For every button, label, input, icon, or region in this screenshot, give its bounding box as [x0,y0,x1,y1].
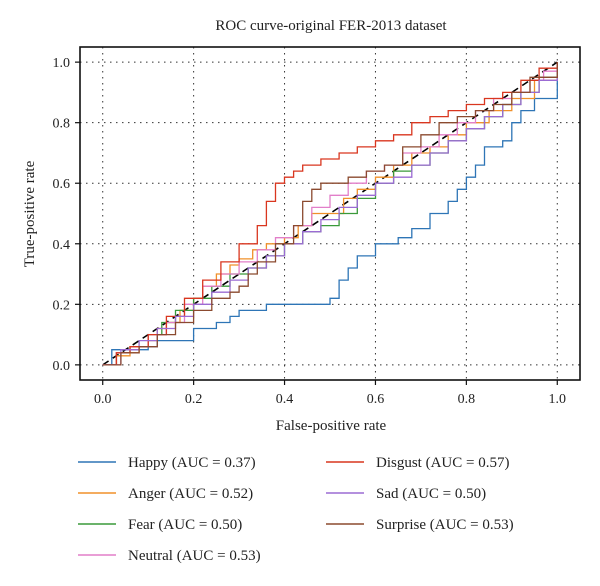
x-tick-label: 1.0 [549,392,567,407]
y-tick-label: 0.2 [53,298,71,313]
legend-label-happy: Happy (AUC = 0.37) [128,455,256,471]
series-line-anger [102,62,558,366]
x-tick-label: 0.0 [94,392,112,407]
legend-label-anger: Anger (AUC = 0.52) [128,486,253,502]
y-axis-label: True-positive rate [22,160,38,267]
x-tick-label: 0.2 [185,392,203,407]
x-tick-label: 0.8 [458,392,476,407]
series-line-disgust [102,62,558,366]
y-tick-label: 0.6 [53,177,71,192]
series-line-happy [102,68,558,366]
plot-frame [79,46,581,381]
grid [80,47,580,380]
series-line-sad [102,68,558,366]
y-tick-label: 0.4 [53,238,71,253]
y-tick-label: 0.8 [53,117,71,132]
y-tick-label: 1.0 [53,56,71,71]
chart-title: ROC curve-original FER-2013 dataset [215,18,447,34]
legend-label-surprise: Surprise (AUC = 0.53) [376,517,514,533]
x-tick-label: 0.4 [276,392,294,407]
legend-label-neutral: Neutral (AUC = 0.53) [128,548,261,564]
axis-ticks: 0.0 0.2 0.4 0.6 0.8 1.0 0.0 0.2 0.4 0.6 0.8 1.0 [53,56,567,407]
series-line-surprise [102,62,558,366]
legend-label-sad: Sad (AUC = 0.50) [376,486,486,502]
legend-label-disgust: Disgust (AUC = 0.57) [376,455,509,471]
legend-label-fear: Fear (AUC = 0.50) [128,517,242,533]
series-lines [102,62,558,366]
legend: Happy (AUC = 0.37) Disgust (AUC = 0.57) An… [78,455,514,564]
y-tick-label: 0.0 [53,359,71,374]
x-axis-label: False-positive rate [276,418,387,434]
x-tick-label: 0.6 [367,392,385,407]
